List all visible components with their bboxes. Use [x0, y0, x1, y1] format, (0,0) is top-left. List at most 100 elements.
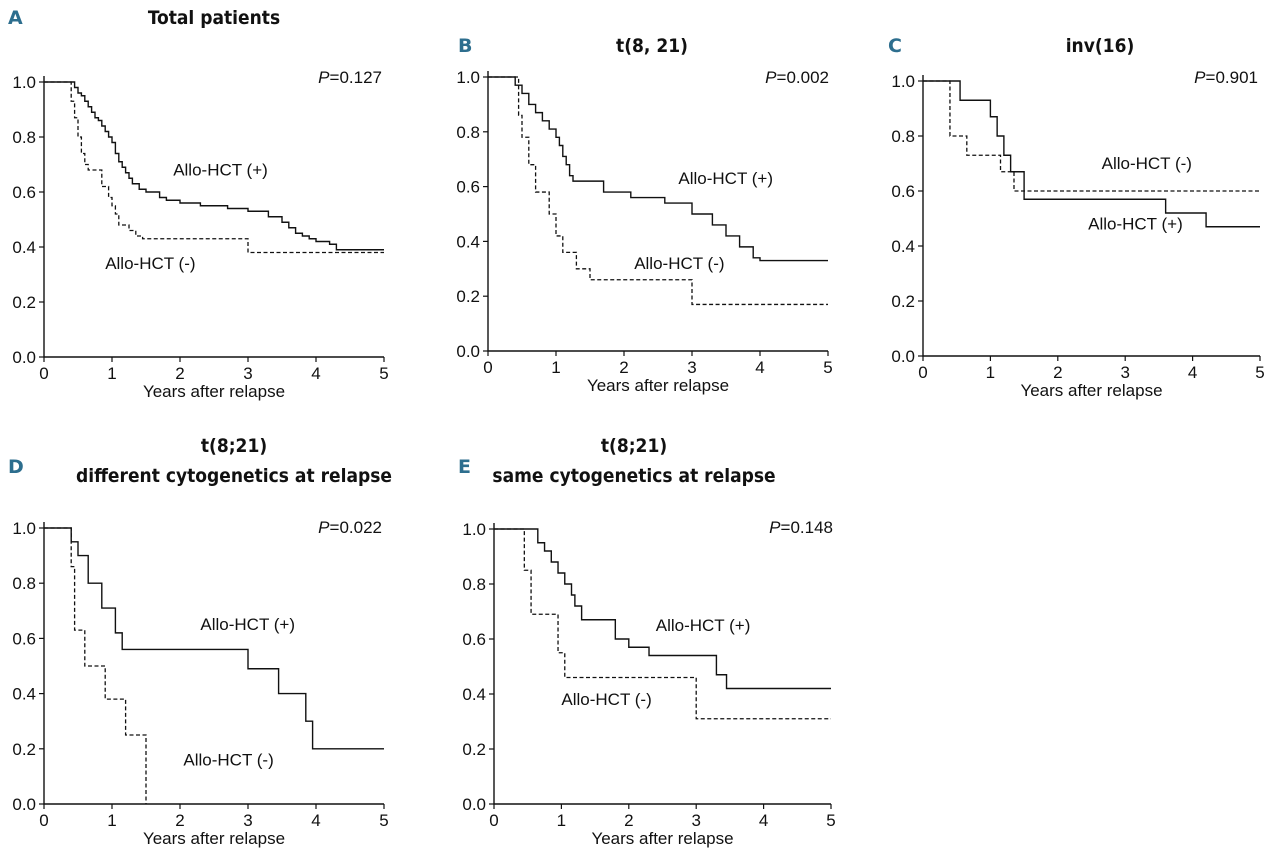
panel-a: A Total patients 0.0 0.2 0.4 0.6 0.8 1.0 0 1 2 3 4 5 Y… — [8, 7, 389, 401]
x-axis-label: Years after relapse — [1020, 381, 1162, 400]
series-label: Allo-HCT (-) — [1102, 154, 1192, 173]
p-value: P=0.148 — [769, 518, 833, 537]
y-tick-label: 0.0 — [12, 795, 36, 814]
x-tick-label: 1 — [551, 358, 560, 377]
y-tick-label: 1.0 — [456, 68, 480, 87]
y-tick-label: 0.2 — [12, 740, 36, 759]
curve-allo-hct-negative — [44, 527, 147, 804]
x-tick-label: 2 — [175, 811, 184, 830]
y-tick-label: 0.8 — [12, 128, 36, 147]
x-tick-label: 4 — [311, 811, 320, 830]
y-tick-label: 0.2 — [462, 740, 486, 759]
panel-title: t(8;21) — [201, 435, 267, 457]
y-tick-label: 0.2 — [456, 287, 480, 306]
x-tick-label: 2 — [1053, 363, 1062, 382]
y-tick-label: 0.6 — [12, 629, 36, 648]
y-tick-label: 0.6 — [462, 630, 486, 649]
panel-letter: C — [888, 35, 902, 57]
x-tick-label: 5 — [823, 358, 832, 377]
x-tick-label: 0 — [483, 358, 492, 377]
panel-letter: D — [8, 456, 24, 478]
x-tick-label: 1 — [107, 811, 116, 830]
x-tick-label: 5 — [379, 364, 388, 383]
x-tick-label: 5 — [826, 811, 835, 830]
series-label: Allo-HCT (-) — [105, 254, 195, 273]
series-label: Allo-HCT (-) — [183, 750, 273, 769]
series-label: Allo-HCT (-) — [561, 690, 651, 709]
x-axis-label: Years after relapse — [143, 829, 285, 848]
p-value: P=0.002 — [765, 68, 829, 87]
x-tick-label: 5 — [1255, 363, 1264, 382]
y-tick-label: 0.0 — [891, 347, 915, 366]
x-tick-label: 2 — [619, 358, 628, 377]
y-tick-label: 0.0 — [12, 348, 36, 367]
series-label: Allo-HCT (+) — [1088, 215, 1183, 234]
panel-e: Et(8;21)same cytogenetics at relapse0.00… — [458, 435, 836, 848]
y-tick-label: 0.4 — [462, 685, 486, 704]
curve-allo-hct-positive — [923, 80, 1260, 228]
x-tick-label: 1 — [986, 363, 995, 382]
y-tick-label: 0.8 — [12, 574, 36, 593]
x-tick-label: 0 — [489, 811, 498, 830]
curve-allo-hct-negative — [488, 76, 828, 306]
curve-allo-hct-positive — [44, 81, 384, 251]
y-tick-label: 0.2 — [891, 292, 915, 311]
x-tick-label: 1 — [107, 364, 116, 383]
y-tick-label: 0.6 — [12, 183, 36, 202]
panel-title: inv(16) — [1066, 35, 1135, 57]
x-tick-label: 0 — [39, 811, 48, 830]
y-tick-label: 0.6 — [891, 182, 915, 201]
x-tick-label: 0 — [918, 363, 927, 382]
x-tick-label: 2 — [624, 811, 633, 830]
series-label: Allo-HCT (+) — [678, 169, 773, 188]
x-tick-label: 1 — [557, 811, 566, 830]
x-tick-label: 4 — [1188, 363, 1197, 382]
series-label: Allo-HCT (-) — [634, 254, 724, 273]
panel-title: Total patients — [148, 7, 280, 29]
panel-title: different cytogenetics at relapse — [76, 465, 392, 487]
y-tick-label: 0.8 — [456, 123, 480, 142]
p-value: P=0.022 — [318, 518, 382, 537]
p-value: P=0.127 — [318, 68, 382, 87]
series-label: Allo-HCT (+) — [200, 615, 295, 634]
x-tick-label: 0 — [39, 364, 48, 383]
x-tick-label: 3 — [687, 358, 696, 377]
y-tick-label: 0.8 — [891, 127, 915, 146]
panel-title: same cytogenetics at relapse — [492, 465, 775, 487]
x-tick-label: 2 — [175, 364, 184, 383]
x-axis-label: Years after relapse — [143, 382, 285, 401]
y-tick-label: 0.6 — [456, 178, 480, 197]
x-tick-label: 4 — [759, 811, 768, 830]
y-tick-label: 1.0 — [12, 73, 36, 92]
panel-letter: E — [458, 456, 471, 478]
panel-title: t(8;21) — [601, 435, 667, 457]
x-tick-label: 3 — [691, 811, 700, 830]
y-tick-label: 1.0 — [462, 520, 486, 539]
x-tick-label: 3 — [243, 364, 252, 383]
x-tick-label: 4 — [755, 358, 764, 377]
curve-allo-hct-positive — [488, 76, 828, 262]
panel-title: t(8, 21) — [616, 35, 688, 57]
x-tick-label: 5 — [379, 811, 388, 830]
y-tick-label: 0.8 — [462, 575, 486, 594]
y-tick-label: 0.4 — [12, 685, 36, 704]
series-label: Allo-HCT (+) — [173, 161, 268, 180]
y-tick-label: 0.0 — [462, 795, 486, 814]
panel-letter: B — [458, 35, 472, 57]
x-tick-label: 4 — [311, 364, 320, 383]
y-tick-label: 1.0 — [891, 72, 915, 91]
x-axis-label: Years after relapse — [587, 376, 729, 395]
panel-letter: A — [8, 7, 23, 29]
curve-allo-hct-positive — [44, 527, 384, 750]
y-tick-label: 0.4 — [456, 232, 480, 251]
x-tick-label: 3 — [1120, 363, 1129, 382]
y-tick-label: 0.4 — [891, 237, 915, 256]
curve-allo-hct-negative — [923, 80, 1260, 192]
curve-allo-hct-negative — [494, 528, 831, 720]
axes — [493, 523, 831, 805]
series-label: Allo-HCT (+) — [656, 616, 751, 635]
x-tick-label: 3 — [243, 811, 252, 830]
curve-allo-hct-positive — [494, 528, 831, 690]
